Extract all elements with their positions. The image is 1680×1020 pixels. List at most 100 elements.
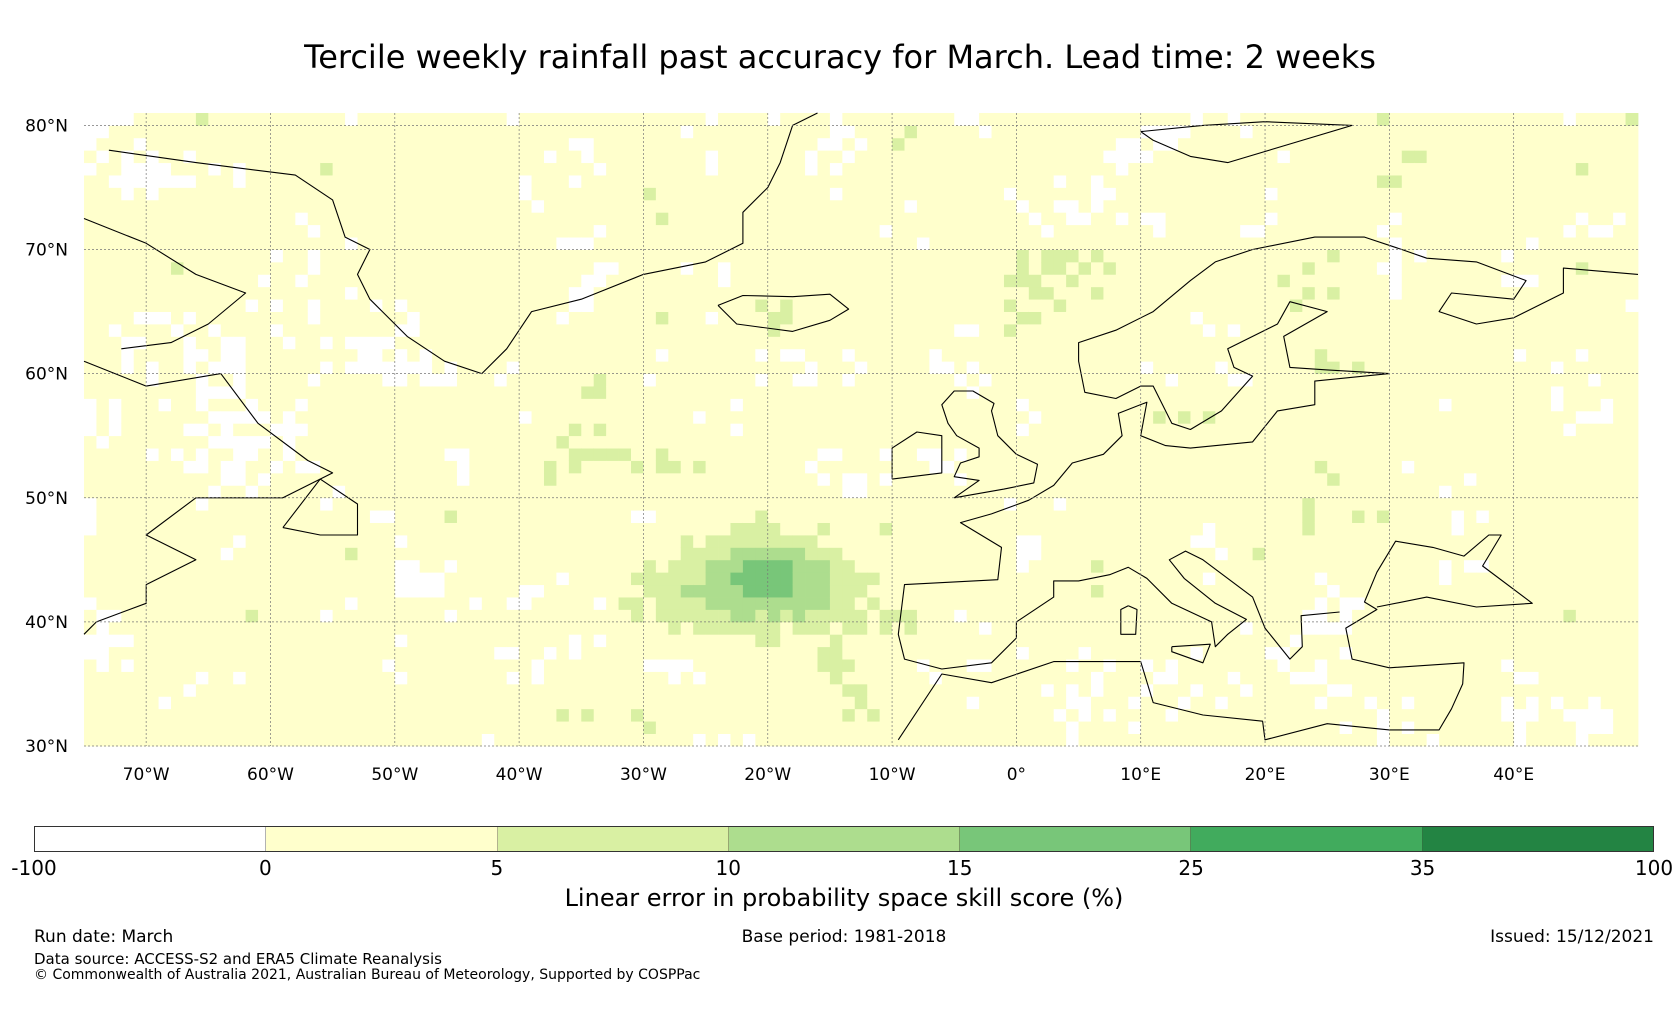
heatmap-cell xyxy=(506,423,520,437)
heatmap-cell xyxy=(904,162,918,176)
heatmap-cell xyxy=(531,175,545,188)
heatmap-cell xyxy=(829,696,843,710)
heatmap-cell xyxy=(1178,460,1191,474)
heatmap-cell xyxy=(1128,113,1142,126)
heatmap-cell xyxy=(1128,162,1142,176)
heatmap-cell xyxy=(519,472,532,486)
heatmap-cell xyxy=(954,646,968,660)
heatmap-cell xyxy=(171,485,184,499)
heatmap-cell xyxy=(556,485,570,499)
heatmap-cell xyxy=(233,361,247,375)
heatmap-cell xyxy=(655,547,669,561)
heatmap-cell xyxy=(879,113,893,126)
heatmap-cell xyxy=(655,162,669,176)
heatmap-cell xyxy=(382,348,396,362)
heatmap-cell xyxy=(369,572,383,586)
heatmap-cell xyxy=(121,510,135,523)
heatmap-cell xyxy=(742,646,756,660)
heatmap-cell xyxy=(158,547,172,561)
heatmap-cell xyxy=(618,150,632,164)
heatmap-cell xyxy=(556,435,570,449)
heatmap-cell xyxy=(693,621,706,635)
heatmap-cell xyxy=(208,696,222,710)
heatmap-cell xyxy=(1016,311,1030,325)
heatmap-cell xyxy=(345,609,358,623)
heatmap-cell xyxy=(805,373,818,387)
heatmap-cell xyxy=(1115,373,1129,387)
heatmap-cell xyxy=(842,497,856,511)
heatmap-cell xyxy=(481,423,495,437)
heatmap-cell xyxy=(805,410,818,424)
heatmap-cell xyxy=(444,696,458,710)
heatmap-cell xyxy=(519,535,532,548)
heatmap-cell xyxy=(146,696,159,710)
heatmap-cell xyxy=(369,162,383,176)
heatmap-cell xyxy=(780,423,794,437)
heatmap-cell xyxy=(1115,199,1129,213)
heatmap-cell xyxy=(1041,522,1055,536)
heatmap-cell xyxy=(1190,261,1204,275)
heatmap-cell xyxy=(1003,162,1017,176)
heatmap-cell xyxy=(1190,137,1204,151)
heatmap-cell xyxy=(1165,522,1179,536)
heatmap-cell xyxy=(854,137,868,151)
heatmap-cell xyxy=(606,361,619,375)
heatmap-cell xyxy=(593,460,607,474)
heatmap-cell xyxy=(904,721,918,734)
heatmap-cell xyxy=(419,671,433,685)
heatmap-cell xyxy=(1103,597,1117,610)
heatmap-cell xyxy=(991,261,1005,275)
heatmap-cell xyxy=(444,733,458,747)
heatmap-cell xyxy=(1227,423,1241,437)
heatmap-cell xyxy=(1053,721,1067,734)
heatmap-cell xyxy=(133,510,147,523)
heatmap-cell xyxy=(829,398,843,412)
heatmap-cell xyxy=(1053,361,1067,375)
heatmap-cell xyxy=(854,224,868,238)
heatmap-cell xyxy=(469,261,483,275)
heatmap-cell xyxy=(506,113,520,126)
heatmap-cell xyxy=(842,286,856,300)
heatmap-cell xyxy=(680,659,694,672)
heatmap-cell xyxy=(618,472,632,486)
heatmap-cell xyxy=(817,261,831,275)
heatmap-cell xyxy=(543,299,557,312)
heatmap-cell xyxy=(456,150,470,164)
heatmap-cell xyxy=(320,410,334,424)
heatmap-cell xyxy=(407,187,421,201)
heatmap-cell xyxy=(556,621,570,635)
heatmap-cell xyxy=(419,212,433,226)
heatmap-cell xyxy=(295,572,309,586)
heatmap-cell xyxy=(481,597,495,610)
heatmap-cell xyxy=(1252,175,1266,188)
heatmap-cell xyxy=(966,398,980,412)
heatmap-cell xyxy=(643,423,657,437)
heatmap-cell xyxy=(1190,671,1204,685)
heatmap-cell xyxy=(1202,510,1216,523)
heatmap-cell xyxy=(84,547,97,561)
heatmap-cell xyxy=(668,547,682,561)
heatmap-cell xyxy=(1190,535,1204,548)
heatmap-cell xyxy=(867,609,881,623)
heatmap-cell xyxy=(556,721,570,734)
heatmap-cell xyxy=(531,485,545,499)
heatmap-cell xyxy=(1090,150,1104,164)
heatmap-cell xyxy=(258,113,271,126)
heatmap-cell xyxy=(407,261,421,275)
heatmap-cell xyxy=(394,584,408,598)
heatmap-cell xyxy=(718,721,731,734)
heatmap-cell xyxy=(780,572,794,586)
heatmap-cell xyxy=(730,721,744,734)
heatmap-cell xyxy=(1289,696,1303,710)
heatmap-cell xyxy=(1103,522,1117,536)
heatmap-cell xyxy=(606,199,619,213)
heatmap-cell xyxy=(519,261,532,275)
heatmap-cell xyxy=(1240,199,1254,213)
heatmap-cell xyxy=(631,535,644,548)
heatmap-cell xyxy=(966,286,980,300)
heatmap-cell xyxy=(456,249,470,263)
heatmap-cell xyxy=(929,460,943,474)
heatmap-cell xyxy=(456,597,470,610)
heatmap-cell xyxy=(171,435,184,449)
heatmap-cell xyxy=(1003,373,1017,387)
